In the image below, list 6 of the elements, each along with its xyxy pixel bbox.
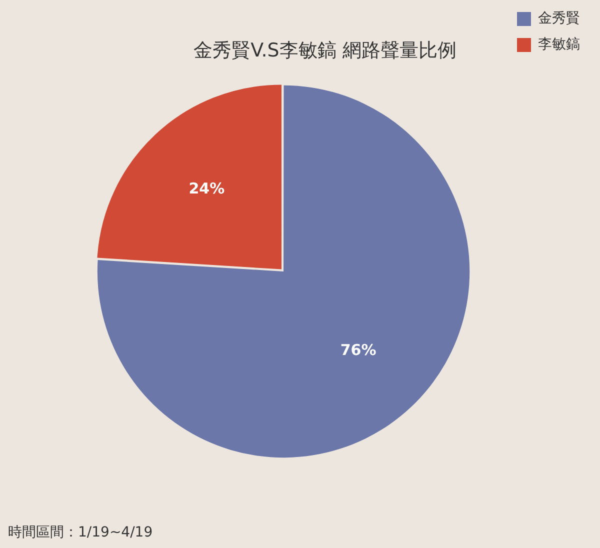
data-label: 24% bbox=[188, 180, 225, 198]
data-label: 76% bbox=[340, 341, 376, 360]
text: 時間區間：1/19~4/19 bbox=[8, 524, 153, 541]
legend-label: 金秀賢 bbox=[538, 10, 580, 27]
text: 金秀賢V.S李敏鎬 網路聲量比例 bbox=[194, 39, 456, 62]
legend-label: 李敏鎬 bbox=[538, 36, 580, 53]
